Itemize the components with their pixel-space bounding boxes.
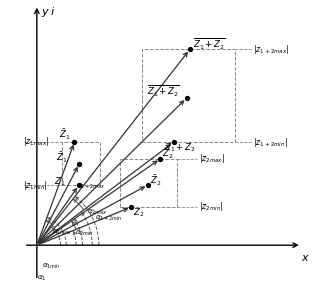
Text: $\bar{Z}_2$: $\bar{Z}_2$ bbox=[162, 146, 174, 160]
Text: $\alpha_{1min}$: $\alpha_{1min}$ bbox=[42, 262, 61, 271]
Text: $\alpha_{1+2min}$: $\alpha_{1+2min}$ bbox=[95, 214, 122, 223]
Text: x: x bbox=[301, 253, 308, 263]
Point bbox=[187, 47, 193, 52]
Point bbox=[158, 156, 163, 161]
Point bbox=[76, 183, 82, 187]
Text: $|z_{1+2min}|$: $|z_{1+2min}|$ bbox=[253, 136, 288, 149]
Text: $|z_{1+2max}|$: $|z_{1+2max}|$ bbox=[253, 43, 290, 56]
Text: $|z_{1min}|$: $|z_{1min}|$ bbox=[23, 179, 48, 192]
Text: $|z_{2max}|$: $|z_{2max}|$ bbox=[199, 152, 225, 165]
Text: $|z_{1max}|$: $|z_{1max}|$ bbox=[23, 135, 49, 148]
Text: $Z_2$: $Z_2$ bbox=[133, 206, 144, 219]
Text: $\bar{Z}_1$: $\bar{Z}_1$ bbox=[59, 128, 71, 142]
Text: $Z_1+Z_2$: $Z_1+Z_2$ bbox=[164, 141, 196, 154]
Text: $\overline{Z_1+Z_2}$: $\overline{Z_1+Z_2}$ bbox=[193, 36, 226, 52]
Text: $\alpha_{1+2max}$: $\alpha_{1+2max}$ bbox=[76, 182, 106, 191]
Point bbox=[129, 205, 134, 209]
Point bbox=[72, 140, 77, 144]
Text: $|z_{2min}|$: $|z_{2min}|$ bbox=[199, 200, 223, 213]
Text: $\alpha_{1}$: $\alpha_{1}$ bbox=[37, 273, 46, 283]
Point bbox=[145, 183, 151, 187]
Text: $\alpha_{1max}$: $\alpha_{1max}$ bbox=[52, 227, 72, 237]
Text: $\alpha_{2max}$: $\alpha_{2max}$ bbox=[88, 208, 108, 217]
Text: y i: y i bbox=[41, 7, 54, 17]
Text: $\alpha_{2min}$: $\alpha_{2min}$ bbox=[75, 229, 93, 238]
Text: $\overline{Z_1+Z_2}$: $\overline{Z_1+Z_2}$ bbox=[147, 83, 180, 99]
Text: $\bar{Z}_2$: $\bar{Z}_2$ bbox=[150, 173, 161, 188]
Text: $Z_1$: $Z_1$ bbox=[54, 175, 65, 188]
Point bbox=[184, 96, 189, 100]
Text: $\bar{Z}_1$: $\bar{Z}_1$ bbox=[56, 150, 68, 165]
Point bbox=[171, 140, 176, 144]
Point bbox=[76, 162, 82, 166]
